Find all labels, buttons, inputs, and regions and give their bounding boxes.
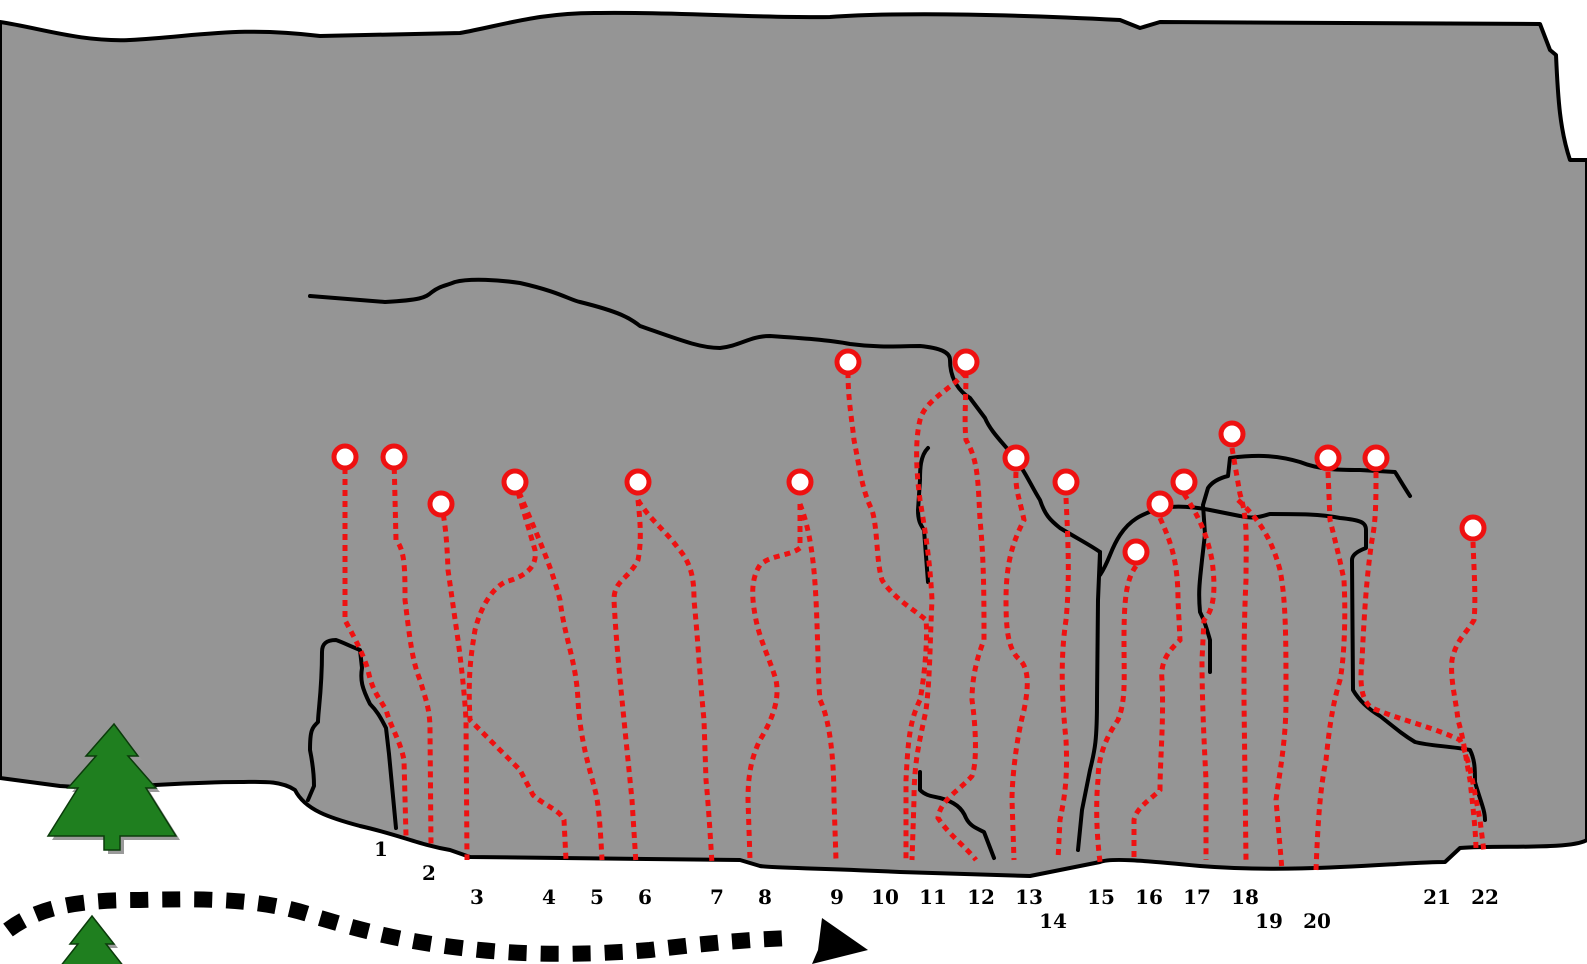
anchor-icon xyxy=(1052,468,1080,496)
route-line-9 xyxy=(845,371,930,860)
roof-right xyxy=(1197,453,1412,674)
route-line-20 xyxy=(1358,471,1487,853)
route-number-16: 16 xyxy=(1135,885,1163,909)
route-number-9: 9 xyxy=(830,885,844,909)
route-number-8: 8 xyxy=(758,885,772,909)
route-number-12: 12 xyxy=(967,885,995,909)
route-number-2: 2 xyxy=(422,861,436,885)
route-number-1: 1 xyxy=(374,837,388,861)
anchor-icon xyxy=(331,443,359,471)
route-line-15 xyxy=(1131,516,1183,860)
route-number-13: 13 xyxy=(1015,885,1043,909)
tree-icon xyxy=(46,722,180,854)
anchor-icon xyxy=(1146,490,1174,518)
route-line-13 xyxy=(1055,497,1071,861)
route-line-5 xyxy=(611,499,643,865)
path-arrow-icon xyxy=(3,891,868,964)
anchor-icon xyxy=(834,348,862,376)
anchor-icon xyxy=(1002,444,1030,472)
route-number-22: 22 xyxy=(1471,885,1499,909)
pillar-crack xyxy=(1076,550,1102,852)
anchor-icon xyxy=(786,468,814,496)
route-number-14: 14 xyxy=(1039,909,1067,933)
route-line-4b xyxy=(512,481,605,861)
route-number-17: 17 xyxy=(1183,885,1211,909)
route-line-16 xyxy=(1181,492,1217,860)
route-line-17 xyxy=(1229,447,1249,861)
anchor-icon xyxy=(952,348,980,376)
route-line-3 xyxy=(438,503,470,861)
anchor-icon xyxy=(380,443,408,471)
anchor-icon xyxy=(501,468,529,496)
route-lines xyxy=(342,370,1487,871)
anchor-icon xyxy=(1362,444,1390,472)
route-line-8 xyxy=(797,503,839,861)
route-line-4a xyxy=(466,481,569,861)
lower-crack xyxy=(918,770,996,860)
route-line-10 xyxy=(909,370,968,861)
rock-face xyxy=(0,10,1587,878)
route-number-18: 18 xyxy=(1231,885,1259,909)
rock-features xyxy=(306,277,1487,860)
anchor-icon xyxy=(1314,444,1342,472)
route-number-10: 10 xyxy=(871,885,899,909)
anchor-icon xyxy=(427,490,455,518)
flake-left xyxy=(306,638,398,830)
anchor-icon xyxy=(624,468,652,496)
route-number-19: 19 xyxy=(1255,909,1283,933)
route-number-5: 5 xyxy=(590,885,604,909)
route-line-14 xyxy=(1094,564,1139,863)
route-number-3: 3 xyxy=(470,885,484,909)
dihedral xyxy=(916,446,930,584)
route-line-12 xyxy=(1003,471,1030,861)
anchor-icon xyxy=(1459,514,1487,542)
route-line-6 xyxy=(635,498,715,865)
route-line-7 xyxy=(745,504,803,861)
route-line-19 xyxy=(1313,471,1348,871)
tree-icon xyxy=(61,914,123,964)
approach-path xyxy=(3,891,791,962)
route-number-6: 6 xyxy=(638,885,652,909)
route-number-11: 11 xyxy=(919,885,947,909)
route-line-11 xyxy=(935,371,987,862)
anchor-icon xyxy=(1218,420,1246,448)
anchor-icon xyxy=(1122,538,1150,566)
route-number-20: 20 xyxy=(1303,909,1331,933)
anchor-icon xyxy=(1170,468,1198,496)
route-line-2 xyxy=(391,456,434,847)
anchors xyxy=(331,348,1487,566)
path-arrowhead xyxy=(812,918,868,964)
route-line-21 xyxy=(1449,541,1479,853)
route-line-18 xyxy=(1236,498,1289,871)
route-number-21: 21 xyxy=(1423,885,1451,909)
upper-ledge xyxy=(308,277,1487,822)
route-number-15: 15 xyxy=(1087,885,1115,909)
route-number-4: 4 xyxy=(542,885,556,909)
route-number-7: 7 xyxy=(710,885,724,909)
